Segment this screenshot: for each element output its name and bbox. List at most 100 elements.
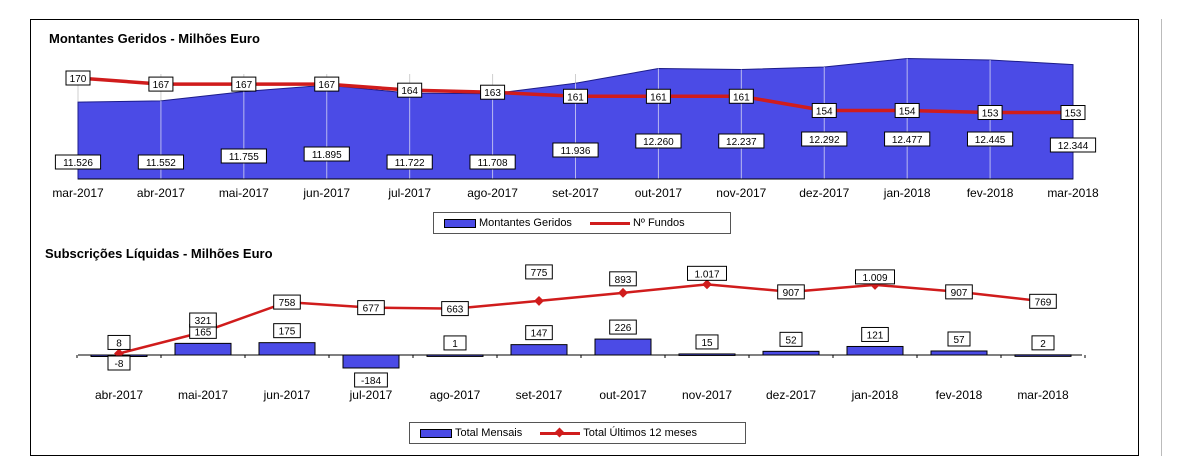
legend-label-montantes: Montantes Geridos bbox=[479, 217, 572, 229]
total-12m-label-box bbox=[609, 271, 637, 287]
total-mensais-label-box bbox=[525, 325, 553, 341]
legend-item-total-mensais: Total Mensais bbox=[420, 427, 522, 439]
total-12m-label-text: 663 bbox=[447, 305, 464, 316]
total-mensais-label: 2 bbox=[1031, 335, 1055, 351]
montantes-label-text: 11.552 bbox=[146, 158, 176, 169]
page-edge-divider bbox=[1161, 19, 1162, 456]
total-mensais-label: 57 bbox=[947, 331, 971, 347]
total-mensais-bar bbox=[846, 345, 904, 356]
montantes-label-box bbox=[884, 131, 931, 147]
legend-label-fundos: Nº Fundos bbox=[632, 217, 685, 229]
chart2-x-tick-label: out-2017 bbox=[599, 388, 647, 402]
total-12m-label: 769 bbox=[1029, 293, 1057, 309]
fundos-label-text: 167 bbox=[235, 80, 252, 91]
total-12m-label-box bbox=[687, 265, 727, 281]
total-mensais-label-text: 15 bbox=[701, 338, 713, 349]
total-12m-label-text: 8 bbox=[116, 338, 122, 349]
chart1-x-tick-label: jul-2017 bbox=[387, 186, 431, 200]
total-12m-label: 775 bbox=[525, 264, 553, 280]
total-12m-label-text: 907 bbox=[783, 288, 800, 299]
total-mensais-label-text: 1 bbox=[452, 339, 458, 350]
total-12m-label-text: 775 bbox=[531, 268, 548, 279]
total-mensais-label-box bbox=[779, 331, 803, 347]
total-12m-label: 663 bbox=[441, 301, 469, 317]
total-mensais-bar bbox=[426, 354, 484, 357]
total-mensais-bar bbox=[258, 342, 316, 356]
montantes-label-box bbox=[635, 133, 682, 149]
montantes-label-text: 11.936 bbox=[561, 146, 591, 157]
fundos-label-text: 153 bbox=[1065, 109, 1082, 120]
total-12m-label-text: 907 bbox=[951, 288, 968, 299]
total-12m-label: 907 bbox=[945, 284, 973, 300]
total-mensais-label: 15 bbox=[695, 334, 719, 350]
total-mensais-label: -8 bbox=[107, 355, 131, 371]
fundos-label-text: 163 bbox=[484, 88, 501, 99]
legend-swatch-line-marker bbox=[540, 431, 581, 435]
fundos-label: 154 bbox=[894, 102, 920, 118]
total-12m-marker bbox=[534, 295, 544, 306]
montantes-label: 11.526 bbox=[54, 154, 102, 170]
legend-label-total-12m: Total Últimos 12 meses bbox=[583, 427, 697, 439]
fundos-label-text: 161 bbox=[650, 92, 667, 103]
chart2-x-tick-label: jun-2017 bbox=[263, 388, 311, 402]
chart1-title: Montantes Geridos - Milhões Euro bbox=[49, 31, 260, 46]
total-mensais-label: 1 bbox=[443, 335, 467, 351]
chart1-plot: 11.526 11.552 11.755 11.895 11.722 11.708 11.9… bbox=[52, 58, 1099, 200]
total-12m-label: 1.009 bbox=[855, 269, 895, 285]
fundos-label: 161 bbox=[645, 88, 671, 104]
total-mensais-label-box bbox=[1031, 335, 1055, 351]
report-frame bbox=[30, 19, 1139, 456]
montantes-label: 11.708 bbox=[469, 154, 516, 170]
fundos-label: 167 bbox=[314, 76, 340, 92]
montantes-label: 12.477 bbox=[884, 131, 931, 147]
total-mensais-label-box bbox=[273, 323, 301, 339]
montantes-label-text: 12.344 bbox=[1058, 141, 1089, 152]
total-mensais-label-box bbox=[947, 331, 971, 347]
legend-item-fundos: Nº Fundos bbox=[589, 217, 685, 229]
total-mensais-label-text: 2 bbox=[1040, 339, 1046, 350]
legend-swatch-area bbox=[444, 218, 476, 228]
total-12m-label-box bbox=[357, 300, 385, 316]
total-mensais-label-box bbox=[443, 335, 467, 351]
chart2-x-tick-label: dez-2017 bbox=[766, 388, 816, 402]
chart2-x-tick-label: set-2017 bbox=[516, 388, 563, 402]
total-mensais-label: 52 bbox=[779, 331, 803, 347]
total-12m-line bbox=[118, 283, 1044, 355]
fundos-label-box bbox=[231, 76, 257, 92]
total-mensais-label-text: 165 bbox=[195, 327, 212, 338]
montantes-label-text: 11.526 bbox=[63, 158, 93, 169]
total-mensais-bar bbox=[1014, 354, 1072, 357]
total-mensais-label-text: -8 bbox=[115, 359, 124, 370]
montantes-label-box bbox=[1049, 137, 1097, 153]
chart2-x-tick-label: abr-2017 bbox=[95, 388, 143, 402]
chart1-legend: Montantes Geridos Nº Fundos bbox=[433, 212, 731, 234]
fundos-label: 154 bbox=[811, 102, 837, 118]
fundos-label-box bbox=[397, 82, 423, 98]
montantes-label-text: 12.477 bbox=[892, 135, 923, 146]
fundos-label-box bbox=[645, 88, 671, 104]
montantes-label: 12.344 bbox=[1049, 137, 1097, 153]
total-12m-label: 758 bbox=[273, 294, 301, 310]
fundos-label: 164 bbox=[397, 82, 423, 98]
chart2-x-tick-label: mar-2018 bbox=[1017, 388, 1069, 402]
chart1-x-tick-label: mar-2017 bbox=[52, 186, 104, 200]
montantes-label-box bbox=[137, 154, 185, 170]
montantes-label-text: 11.722 bbox=[395, 158, 425, 169]
chart1-x-tick-label: dez-2017 bbox=[799, 186, 849, 200]
montantes-label: 11.552 bbox=[137, 154, 185, 170]
fundos-label-box bbox=[148, 76, 174, 92]
chart2-x-tick-label: fev-2018 bbox=[936, 388, 983, 402]
fundos-label-box bbox=[1060, 105, 1086, 121]
total-mensais-label-text: 226 bbox=[615, 323, 632, 334]
montantes-label-box bbox=[54, 154, 102, 170]
chart1-x-tick-label: jan-2018 bbox=[883, 186, 931, 200]
fundos-label-box bbox=[728, 88, 754, 104]
chart2-legend: Total Mensais Total Últimos 12 meses bbox=[409, 422, 746, 444]
montantes-label-text: 11.708 bbox=[478, 158, 508, 169]
total-12m-label: 907 bbox=[777, 284, 805, 300]
montantes-label-box bbox=[966, 131, 1014, 147]
montantes-label-box bbox=[386, 154, 433, 170]
legend-swatch-bar bbox=[420, 428, 452, 438]
montantes-label: 11.755 bbox=[220, 148, 267, 164]
total-mensais-bar bbox=[174, 342, 232, 356]
